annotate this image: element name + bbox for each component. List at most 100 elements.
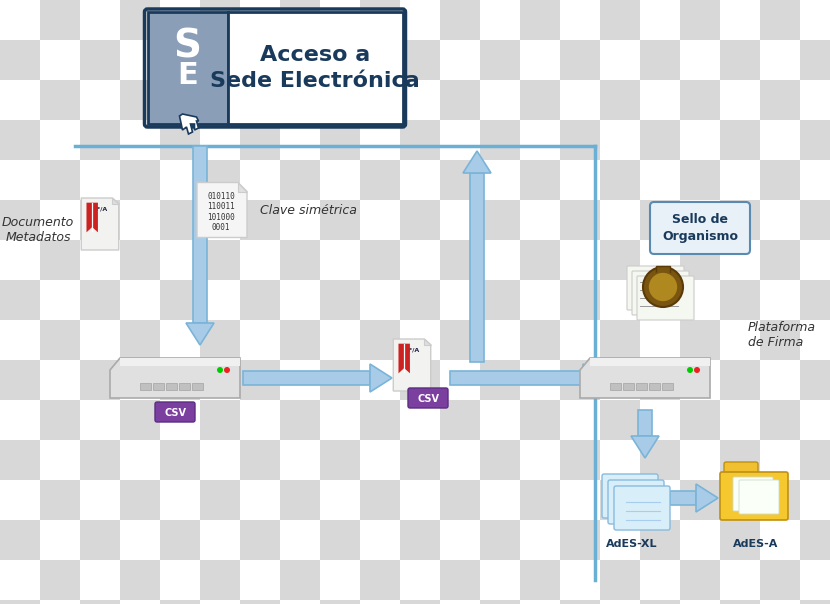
Bar <box>480 40 520 80</box>
Bar <box>610 383 621 390</box>
Bar <box>240 600 280 604</box>
Bar <box>640 400 680 440</box>
Circle shape <box>694 367 700 373</box>
Bar <box>240 280 280 320</box>
Bar <box>120 358 240 366</box>
Text: AdES-XL: AdES-XL <box>606 539 657 549</box>
Bar <box>800 240 830 280</box>
Bar <box>240 520 280 560</box>
Bar <box>760 520 800 560</box>
Bar <box>720 120 760 160</box>
Bar <box>680 560 720 600</box>
Bar <box>720 360 760 400</box>
Bar <box>440 200 480 240</box>
Bar <box>640 160 680 200</box>
Bar <box>0 280 40 320</box>
Bar <box>0 0 40 40</box>
Bar <box>560 320 600 360</box>
Bar <box>280 400 320 440</box>
Bar <box>440 0 480 40</box>
Bar <box>600 80 640 120</box>
Bar <box>640 320 680 360</box>
Bar <box>680 600 720 604</box>
FancyBboxPatch shape <box>724 462 758 478</box>
Circle shape <box>648 272 678 302</box>
Bar <box>0 320 40 360</box>
Bar <box>280 240 320 280</box>
Bar <box>480 600 520 604</box>
FancyBboxPatch shape <box>733 477 773 511</box>
Bar <box>600 120 640 160</box>
Bar <box>120 520 160 560</box>
Bar <box>760 0 800 40</box>
Polygon shape <box>179 114 198 134</box>
Bar <box>600 320 640 360</box>
Bar <box>360 600 400 604</box>
Bar <box>680 360 720 400</box>
Bar <box>280 320 320 360</box>
Bar <box>0 80 40 120</box>
Bar <box>560 200 600 240</box>
Polygon shape <box>86 203 98 233</box>
Bar <box>0 240 40 280</box>
Circle shape <box>687 367 693 373</box>
Bar <box>720 600 760 604</box>
Bar <box>0 560 40 600</box>
Bar <box>680 80 720 120</box>
Bar <box>360 320 400 360</box>
Bar <box>320 320 360 360</box>
Bar <box>440 120 480 160</box>
Bar <box>440 360 480 400</box>
Polygon shape <box>370 364 392 392</box>
Bar <box>680 0 720 40</box>
Bar <box>240 400 280 440</box>
Bar <box>640 40 680 80</box>
Bar <box>120 200 160 240</box>
Bar <box>520 40 560 80</box>
Bar <box>200 200 240 240</box>
Bar <box>40 160 80 200</box>
Bar <box>320 520 360 560</box>
Bar <box>600 40 640 80</box>
Bar <box>640 280 680 320</box>
Bar <box>280 120 320 160</box>
Bar <box>120 480 160 520</box>
Bar <box>600 600 640 604</box>
Bar <box>560 40 600 80</box>
Bar <box>480 520 520 560</box>
Bar <box>400 40 440 80</box>
Bar <box>360 0 400 40</box>
Bar <box>680 480 720 520</box>
Bar <box>560 160 600 200</box>
Bar <box>480 80 520 120</box>
Bar <box>760 560 800 600</box>
Bar <box>240 440 280 480</box>
Bar <box>280 80 320 120</box>
Bar <box>200 520 240 560</box>
Bar <box>636 383 647 390</box>
Bar <box>280 360 320 400</box>
Bar <box>760 600 800 604</box>
Bar <box>360 280 400 320</box>
Bar <box>640 440 680 480</box>
Bar <box>600 480 640 520</box>
Polygon shape <box>186 323 214 345</box>
Text: CSV: CSV <box>164 408 186 417</box>
Bar <box>160 80 200 120</box>
Bar <box>760 40 800 80</box>
Bar <box>480 360 520 400</box>
Bar <box>120 240 160 280</box>
Bar <box>80 0 120 40</box>
Bar <box>40 440 80 480</box>
Bar <box>800 480 830 520</box>
Bar <box>520 160 560 200</box>
Bar <box>0 120 40 160</box>
FancyBboxPatch shape <box>148 12 227 124</box>
Bar <box>560 0 600 40</box>
Bar <box>240 40 280 80</box>
Bar <box>720 200 760 240</box>
Bar <box>600 520 640 560</box>
Bar <box>192 383 203 390</box>
Bar <box>160 160 200 200</box>
Bar <box>280 280 320 320</box>
